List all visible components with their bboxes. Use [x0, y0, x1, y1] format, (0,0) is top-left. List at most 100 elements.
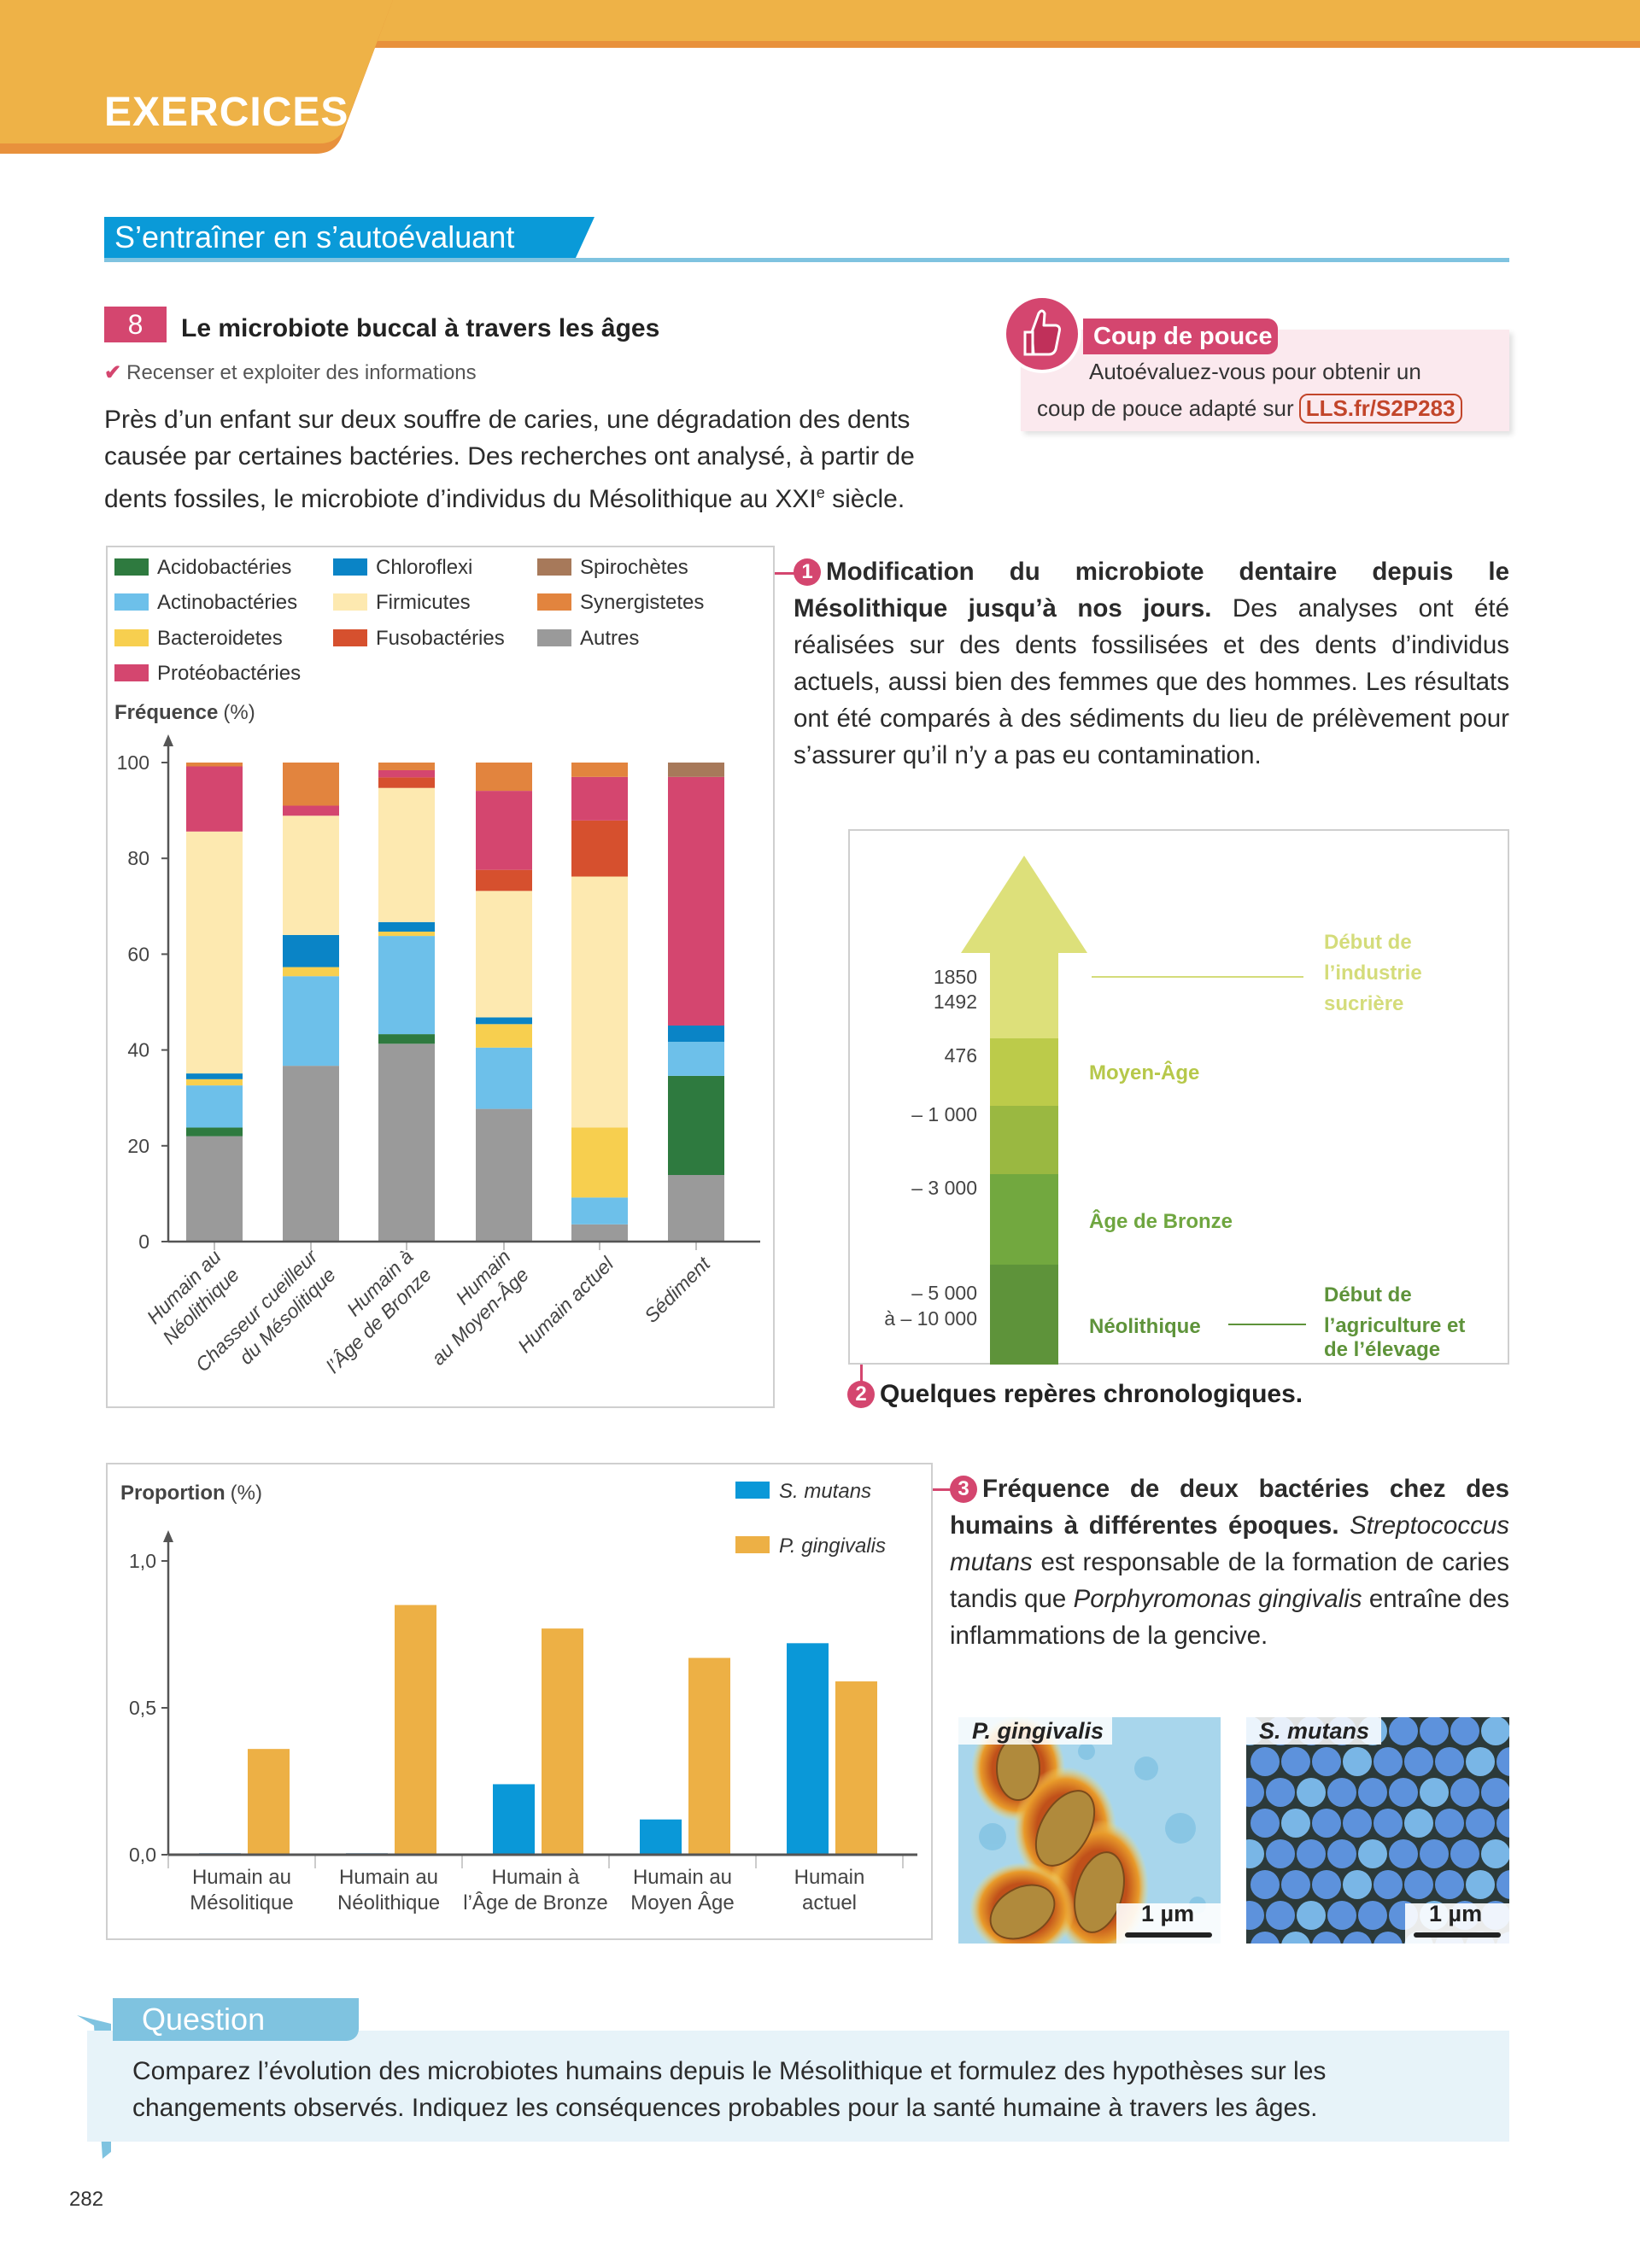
bar [493, 1784, 535, 1855]
bar-segment [476, 791, 532, 870]
bar [395, 1605, 436, 1855]
bar [248, 1749, 290, 1855]
doc3-t3: entraîne des inflammations de la gencive… [950, 1585, 1509, 1650]
bar-segment [283, 815, 339, 935]
bacterium-cell [1404, 1870, 1433, 1899]
legend-swatch [114, 593, 149, 611]
question-text: Comparez l’évolution des microbiotes hum… [132, 2057, 1327, 2122]
bar-segment [668, 763, 724, 777]
timeline-event: l’agriculture et [1324, 1314, 1465, 1337]
bar-segment [283, 805, 339, 816]
bar-segment [186, 1078, 243, 1086]
y-tick-label: 0,0 [129, 1844, 156, 1866]
timeline-date: 1850 [934, 966, 977, 988]
bacterium-cell [1374, 1747, 1403, 1776]
intro-paragraph: Près d’un enfant sur deux souffre de car… [104, 401, 958, 517]
doc2-caption: 2 Quelques repères chronologiques. [847, 1380, 1303, 1409]
timeline-event: Début de [1324, 1283, 1412, 1306]
bar [787, 1643, 829, 1855]
bar-segment [668, 1075, 724, 1176]
photo-s-mutans [1246, 1717, 1509, 1944]
bacterium-cell [1420, 1717, 1449, 1745]
bar-segment [668, 1042, 724, 1076]
bar-segment [571, 876, 628, 1128]
bar-segment [476, 869, 532, 891]
doc3-number: 3 [950, 1476, 977, 1503]
intro-sup: e [816, 484, 825, 501]
skill-text: Recenser et exploiter des informations [126, 361, 477, 384]
bacterium-cell [1327, 1778, 1356, 1807]
bar-segment [668, 776, 724, 1026]
bacterium-cell [1250, 1932, 1280, 1944]
scale-bar [1414, 1932, 1501, 1938]
bacterium-cell [1481, 1839, 1509, 1868]
bacterium-cell [1281, 1870, 1310, 1899]
y-tick-label: 80 [127, 847, 149, 869]
legend-label: P. gingivalis [779, 1534, 886, 1558]
check-icon: ✔ [104, 361, 122, 384]
bar-segment [186, 1127, 243, 1137]
timeline-period: Moyen-Âge [1089, 1061, 1199, 1084]
legend-swatch [537, 629, 571, 646]
bar-segment [186, 1085, 243, 1128]
timeline-period: Âge de Bronze [1089, 1209, 1233, 1233]
timeline-date: 1492 [934, 991, 977, 1013]
photo-label-s-mutans: S. mutans [1259, 1718, 1370, 1744]
bacterium-cell [1481, 1778, 1509, 1807]
bar-segment [571, 820, 628, 877]
bacterium-cell [1450, 1778, 1479, 1807]
bar-segment [378, 936, 435, 1035]
y-tick-label: 0,5 [129, 1697, 156, 1719]
legend-swatch [333, 558, 367, 576]
legend-label: Acidobactéries [157, 556, 291, 579]
x-tick-label: Humain au [339, 1866, 438, 1889]
bar-segment [476, 763, 532, 792]
bacterium-cell [1281, 1809, 1310, 1838]
y-tick-label: 1,0 [129, 1550, 156, 1572]
bacterium-cell [1496, 1870, 1509, 1899]
bar-segment [186, 763, 243, 767]
x-tick-label-line: Sédiment [640, 1252, 715, 1327]
legend-swatch [537, 593, 571, 611]
coup-de-pouce-link[interactable]: LLS.fr/S2P283 [1298, 394, 1462, 424]
y-axis-label: Proportion (%) [120, 1482, 262, 1505]
bacterium-cell [1343, 1747, 1372, 1776]
y-tick-label: 20 [127, 1135, 149, 1157]
bar-segment [378, 932, 435, 937]
y-axis-label-unit: (%) [231, 1482, 262, 1505]
question-box [87, 2031, 1509, 2142]
bacterium-cell [1389, 1839, 1418, 1868]
photo-p-gingivalis [958, 1717, 1221, 1944]
bacterium-cell [1266, 1901, 1295, 1930]
timeline-arrow-head [961, 856, 1087, 953]
thumbs-up-icon [1023, 309, 1061, 356]
legend-swatch [333, 629, 367, 646]
bar-segment [571, 1127, 628, 1198]
bacterium-cell [1281, 1747, 1310, 1776]
bacterium-cell [1343, 1932, 1372, 1944]
y-axis-label-unit: (%) [223, 701, 255, 724]
bacterium-cell [1466, 1870, 1495, 1899]
timeline-event: de l’élevage [1324, 1338, 1440, 1361]
x-tick-label: Mésolitique [190, 1891, 293, 1914]
bar-segment [186, 1073, 243, 1079]
bar-segment [571, 776, 628, 821]
timeline-period: Néolithique [1089, 1315, 1201, 1338]
bacterium-cell [1435, 1809, 1464, 1838]
legend-label: Chloroflexi [376, 556, 472, 579]
bar-segment [668, 1175, 724, 1242]
bacterium-cell [1250, 1809, 1280, 1838]
legend-label: Firmicutes [376, 591, 471, 614]
bacterium-cell [1374, 1932, 1403, 1944]
intro-text: Près d’un enfant sur deux souffre de car… [104, 406, 915, 513]
bacterium-cell [1246, 1901, 1264, 1930]
coup-de-pouce-text: Autoévaluez-vous pour obtenir un [1089, 359, 1421, 384]
bacterium-cell [1266, 1778, 1295, 1807]
bacterium-cell [1496, 1747, 1509, 1776]
bacterium-cell [1481, 1717, 1509, 1745]
bacterium-cell [1266, 1839, 1295, 1868]
timeline-segment [990, 951, 1058, 1038]
x-tick-label: Humain actuel [513, 1252, 618, 1357]
doc3-t1 [1339, 1511, 1350, 1540]
bacterium-cell [1312, 1809, 1341, 1838]
